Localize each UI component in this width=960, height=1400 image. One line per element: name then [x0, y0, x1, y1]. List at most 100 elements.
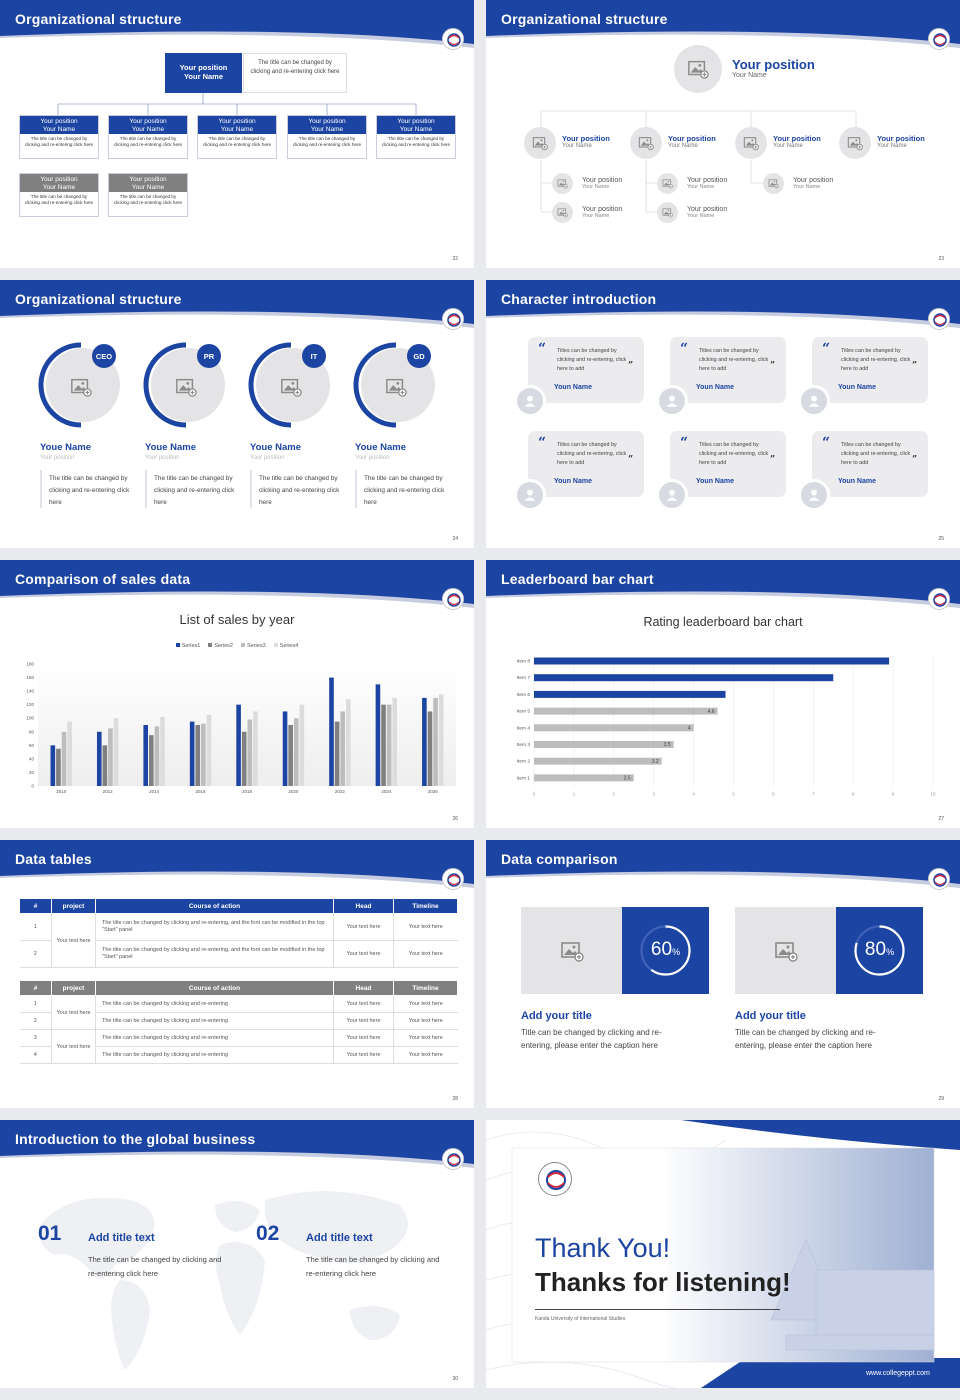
- person-desc: The title can be changed by clicking and…: [49, 475, 130, 506]
- org-lines: [540, 110, 857, 213]
- role-badge: GD: [407, 344, 431, 368]
- member-photo: [524, 127, 556, 159]
- image-placeholder-icon: [774, 941, 798, 962]
- bar: [293, 718, 299, 786]
- university-logo: [442, 28, 464, 50]
- portrait-photo: [381, 372, 411, 402]
- table-header: Timeline: [393, 898, 458, 914]
- org-top-box: Your position Your Name: [165, 53, 242, 93]
- bar: [149, 735, 154, 786]
- x-tick-label: 2024: [381, 789, 392, 794]
- quote-open-icon: “: [680, 341, 689, 357]
- bar: [241, 731, 247, 786]
- page-number: 23: [938, 256, 944, 262]
- table-header: #: [19, 898, 52, 914]
- comparison-photo: [521, 907, 622, 994]
- y-tick-label: 60: [29, 743, 35, 748]
- user-icon: [808, 489, 820, 501]
- data-label: 2.5: [624, 776, 631, 782]
- x-tick-label: 1: [573, 792, 576, 797]
- bar: [61, 731, 67, 786]
- page-number: 29: [938, 1096, 944, 1102]
- slide-title: Organizational structure: [15, 291, 182, 307]
- divider: [535, 1309, 780, 1310]
- image-placeholder-icon: [71, 378, 92, 397]
- bar: [534, 774, 634, 782]
- slide-31: Thank You! Thanks for listening! Kanda Uni…: [486, 1120, 960, 1388]
- x-tick-label: 4: [692, 792, 695, 797]
- bar: [438, 694, 444, 786]
- slide-26: Comparison of sales data 26 List of sales…: [0, 560, 474, 828]
- bar: [108, 728, 113, 786]
- avatar: [656, 385, 688, 417]
- bar: [102, 745, 108, 786]
- slide-title: Leaderboard bar chart: [501, 571, 654, 587]
- item-number: 01: [38, 1222, 62, 1245]
- y-tick-label: 160: [26, 675, 34, 680]
- university-logo: [928, 308, 950, 330]
- person-name: Youe Name: [145, 442, 197, 453]
- divider: [40, 470, 42, 508]
- card-name: Youn Name: [696, 478, 734, 485]
- bar: [282, 711, 288, 786]
- org-top-desc: The title can be changed by clicking and…: [243, 53, 347, 93]
- sub-photo: [552, 173, 573, 194]
- sub-label: Your position Your Name: [793, 177, 834, 190]
- bar: [534, 657, 890, 665]
- slide-27: Leaderboard bar chart 27 Rating leaderboa…: [486, 560, 960, 828]
- slide-header: Introduction to the global business: [0, 1120, 474, 1168]
- x-tick-label: 8: [852, 792, 855, 797]
- x-tick-label: 2016: [196, 789, 207, 794]
- image-placeholder-icon: [743, 137, 759, 151]
- image-placeholder-icon: [386, 378, 407, 397]
- slide-header: Data comparison: [486, 840, 960, 888]
- sub-photo: [763, 173, 784, 194]
- card-name: Youn Name: [554, 384, 592, 391]
- item-title: Add title text: [88, 1232, 155, 1244]
- org-member-card: Your position Your Name The title can be …: [19, 115, 99, 159]
- bar: [534, 724, 694, 732]
- page-number: 27: [938, 816, 944, 822]
- bar: [96, 731, 102, 786]
- table-row: 2 The title can be changed by clicking a…: [19, 1012, 458, 1030]
- closing-background: [486, 1120, 960, 1388]
- header-wave: [0, 280, 474, 328]
- image-placeholder-icon: [638, 137, 654, 151]
- image-placeholder-icon: [557, 208, 568, 218]
- org-lines: [57, 93, 417, 115]
- university-logo: [442, 1148, 464, 1170]
- quote-card: “ Titles can be changed by clicking and …: [812, 431, 928, 497]
- item-desc: Title can be changed by clicking and re-…: [521, 1028, 662, 1050]
- y-tick-label: 120: [26, 702, 34, 707]
- bar: [143, 725, 149, 786]
- bar: [206, 714, 212, 786]
- slide-header: Organizational structure: [486, 0, 960, 48]
- person-desc: The title can be changed by clicking and…: [154, 475, 235, 506]
- avatar: [514, 479, 546, 511]
- quote-close-icon: ”: [912, 361, 918, 371]
- slide-28: Data tables 28 # project Course of action He…: [0, 840, 474, 1108]
- image-placeholder-icon: [662, 208, 673, 218]
- bar: [534, 674, 834, 682]
- bar: [381, 704, 386, 786]
- person-name: Youe Name: [250, 442, 302, 453]
- y-tick-label: 40: [29, 756, 35, 761]
- bar: [329, 677, 334, 786]
- portrait-photo: [276, 372, 306, 402]
- top-label: Your position Your Name: [732, 57, 815, 79]
- table-row: 1 Your text here The title can be change…: [19, 995, 458, 1030]
- data-label: 3.2: [652, 759, 659, 765]
- bar: [340, 711, 345, 786]
- member-label: Your position Your Name: [877, 134, 925, 149]
- data-label: 3.5: [664, 742, 671, 748]
- quote-close-icon: ”: [770, 361, 776, 371]
- role-badge: CEO: [92, 344, 116, 368]
- page-number: 24: [452, 536, 458, 542]
- bar: [534, 690, 726, 698]
- bar: [534, 707, 718, 715]
- bar: [422, 697, 427, 786]
- y-tick-label: 0: [31, 784, 34, 789]
- x-tick-label: 2020: [288, 789, 299, 794]
- bar: [334, 721, 340, 786]
- slide-title: Introduction to the global business: [15, 1131, 256, 1147]
